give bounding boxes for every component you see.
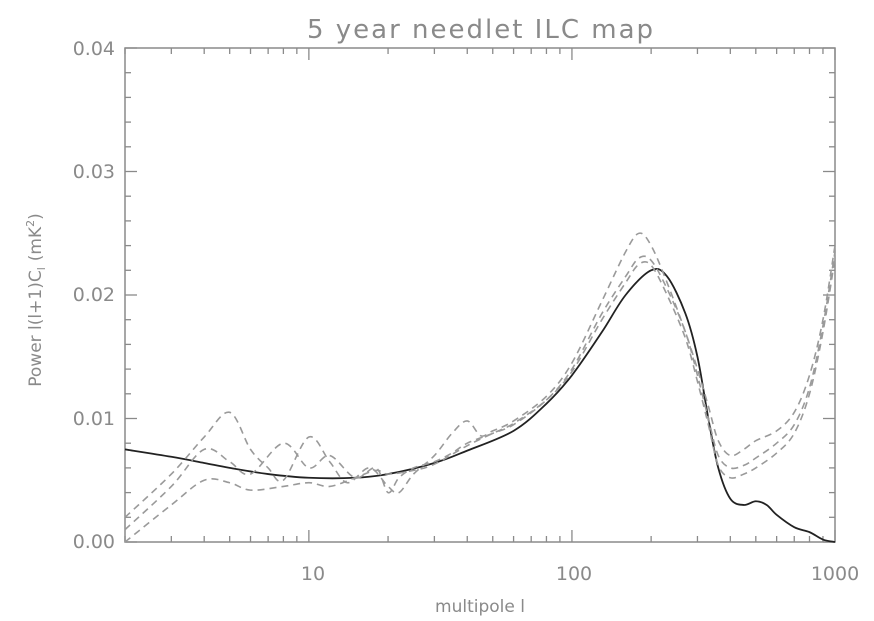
y-axis-label-unit-close: ): [26, 213, 46, 220]
series-line-dashed-3: [124, 257, 836, 543]
x-axis-label: multipole l: [435, 597, 525, 617]
series-line-solid: [124, 268, 836, 543]
y-tick-label: 0.00: [73, 531, 115, 553]
x-tick-label: 1000: [811, 563, 859, 585]
series-line-dashed-2: [124, 251, 836, 531]
y-axis-label: Power l(l+1)Cl (mK2): [24, 213, 48, 387]
x-tick-label: 10: [301, 563, 325, 585]
chart-title: 5 year needlet ILC map: [307, 15, 655, 45]
axis-ticks: [124, 47, 836, 543]
x-tick-label: 100: [556, 563, 592, 585]
y-axis-label-unit-sup: 2: [24, 220, 37, 227]
series-line-dashed-1: [124, 232, 836, 518]
y-tick-label: 0.04: [73, 38, 115, 60]
y-tick-label: 0.01: [73, 408, 115, 430]
series-layer: [124, 232, 836, 543]
y-tick-label: 0.02: [73, 284, 115, 306]
y-axis-label-unit: (mK: [26, 226, 46, 261]
y-tick-label: 0.03: [73, 161, 115, 183]
y-axis-label-main: Power l(l+1)C: [26, 270, 46, 386]
y-axis-label-sub: l: [35, 267, 48, 270]
x-tick-labels: 10 100 1000: [301, 563, 859, 585]
y-tick-labels: 0.00 0.01 0.02 0.03 0.04: [73, 38, 115, 553]
